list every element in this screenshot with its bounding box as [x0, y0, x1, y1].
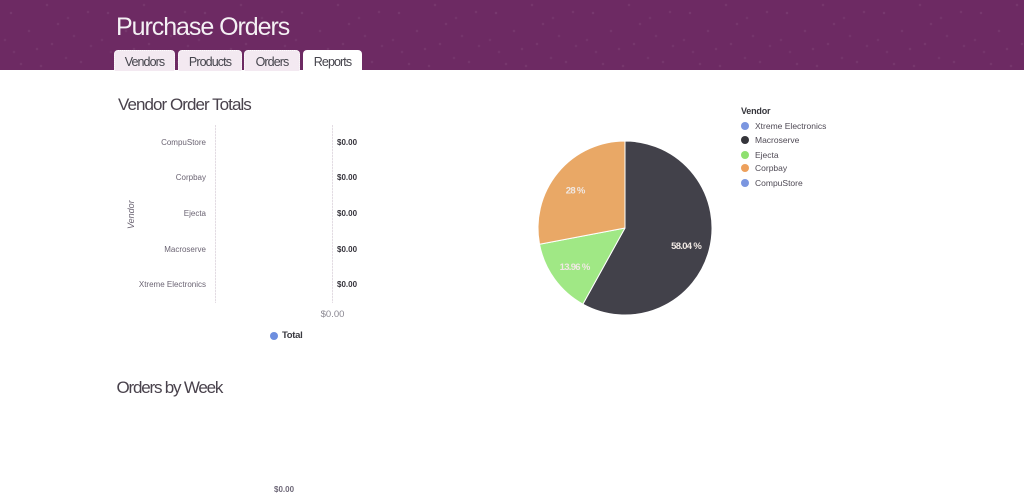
svg-text:28 %: 28 % [565, 185, 585, 196]
svg-text:58.04 %: 58.04 % [671, 241, 702, 252]
svg-text:13.96 %: 13.96 % [559, 262, 590, 273]
